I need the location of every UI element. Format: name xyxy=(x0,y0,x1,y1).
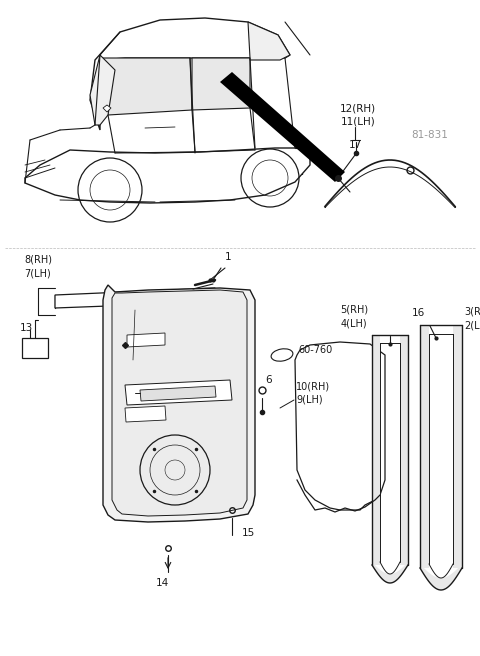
Text: 5(RH)
4(LH): 5(RH) 4(LH) xyxy=(340,305,368,328)
Ellipse shape xyxy=(271,349,293,361)
Polygon shape xyxy=(420,564,462,590)
Polygon shape xyxy=(100,58,192,115)
Polygon shape xyxy=(90,55,115,125)
Polygon shape xyxy=(103,105,111,112)
Polygon shape xyxy=(127,333,165,347)
Polygon shape xyxy=(90,18,290,130)
Polygon shape xyxy=(420,325,429,568)
Text: 81-831: 81-831 xyxy=(411,130,448,140)
Polygon shape xyxy=(248,22,290,60)
Text: 13: 13 xyxy=(20,323,33,333)
Text: 10(RH)
9(LH): 10(RH) 9(LH) xyxy=(296,381,330,405)
Polygon shape xyxy=(25,148,310,203)
Text: 14: 14 xyxy=(156,578,168,588)
Polygon shape xyxy=(125,380,232,405)
Polygon shape xyxy=(140,386,216,401)
Polygon shape xyxy=(453,325,462,568)
Polygon shape xyxy=(125,406,166,422)
Text: 6: 6 xyxy=(265,375,272,385)
Polygon shape xyxy=(192,58,250,110)
Polygon shape xyxy=(55,288,215,308)
Polygon shape xyxy=(112,290,247,516)
Polygon shape xyxy=(103,285,255,522)
Text: 3(RH)
2(LH): 3(RH) 2(LH) xyxy=(464,307,480,330)
Polygon shape xyxy=(372,335,380,565)
Polygon shape xyxy=(295,342,385,510)
Text: 16: 16 xyxy=(411,308,425,318)
Text: 8(RH)
7(LH): 8(RH) 7(LH) xyxy=(24,255,52,278)
Polygon shape xyxy=(372,562,408,583)
Text: 15: 15 xyxy=(242,528,255,538)
Text: 1: 1 xyxy=(225,252,231,262)
Polygon shape xyxy=(220,72,345,182)
Text: 17: 17 xyxy=(348,140,361,150)
Polygon shape xyxy=(400,335,408,565)
Text: 12(RH)
11(LH): 12(RH) 11(LH) xyxy=(340,104,376,127)
Polygon shape xyxy=(22,338,48,358)
Text: 60-760: 60-760 xyxy=(298,345,332,355)
Polygon shape xyxy=(372,335,380,343)
